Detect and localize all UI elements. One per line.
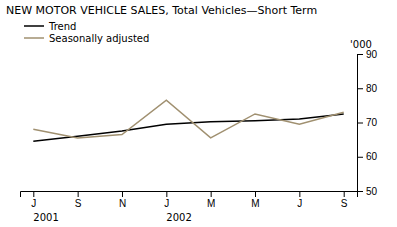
x-tick-mark [122,191,123,197]
y-axis: 50 60 70 80 90 [357,49,378,197]
y-tick: 70 [357,117,378,128]
y-tick-label: 70 [366,117,378,128]
y-tick-mark [357,191,363,192]
y-tick-label: 50 [366,186,378,197]
legend-swatch [24,25,44,27]
y-axis-label: '000 [350,39,372,50]
legend-label: Seasonally adjusted [49,33,149,44]
y-tick-mark [357,123,363,124]
legend-label: Trend [48,21,76,32]
legend-item: Trend [24,21,76,32]
title: NEW MOTOR VEHICLE SALES, Total Vehicles—… [6,4,317,17]
x-tick-label: S [341,198,348,209]
x-tick: N [119,191,126,209]
chart: NEW MOTOR VEHICLE SALES, Total Vehicles—… [0,0,397,227]
x-tick-mark [255,191,256,197]
lines [33,100,343,141]
annotation: 2001 [33,212,58,223]
y-tick-mark [357,88,363,89]
x-tick-mark [166,191,167,197]
x-tick-mark [344,191,345,197]
x-tick: J [297,191,302,209]
y-tick: 60 [357,151,378,162]
x-tick-label: M [251,198,259,209]
x-tick-label: M [207,198,215,209]
legend-item: Seasonally adjusted [24,33,149,44]
x-axis: JSNJMMJS [21,191,358,209]
y-tick-mark [357,157,363,158]
x-tick-label: J [164,198,169,209]
legend: TrendSeasonally adjusted [24,21,149,44]
x-tick: M [207,191,215,209]
annotation: 2002 [166,212,191,223]
x-tick: J [31,191,36,209]
legend-swatch [24,37,44,39]
y-tick-label: 60 [366,151,378,162]
x-tick-mark [33,191,34,197]
x-tick-mark [299,191,300,197]
plot: J S N J M M J S 50 60 70 80 90'000 2001 2002 [21,39,378,223]
y-tick-mark [357,54,363,55]
x-tick-mark [211,191,212,197]
x-tick-label: N [119,198,126,209]
x-tick-label: J [297,198,302,209]
x-tick-label: S [75,198,82,209]
y-tick: 50 [357,186,378,197]
x-tick-label: J [31,198,36,209]
y-tick: 90 [357,49,378,60]
series-line [33,100,343,138]
x-tick: M [251,191,259,209]
y-tick-label: 90 [366,49,378,60]
x-axis-line [21,192,358,198]
x-tick: S [75,191,82,209]
x-tick-mark [78,191,79,197]
x-tick: S [341,191,348,209]
x-tick: J [164,191,169,209]
y-axis-line [358,55,364,192]
y-tick-label: 80 [366,83,378,94]
y-tick: 80 [357,83,378,94]
